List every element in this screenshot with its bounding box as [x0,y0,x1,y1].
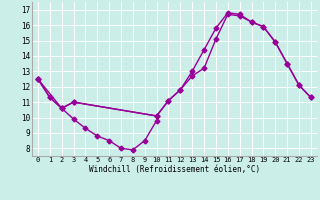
X-axis label: Windchill (Refroidissement éolien,°C): Windchill (Refroidissement éolien,°C) [89,165,260,174]
